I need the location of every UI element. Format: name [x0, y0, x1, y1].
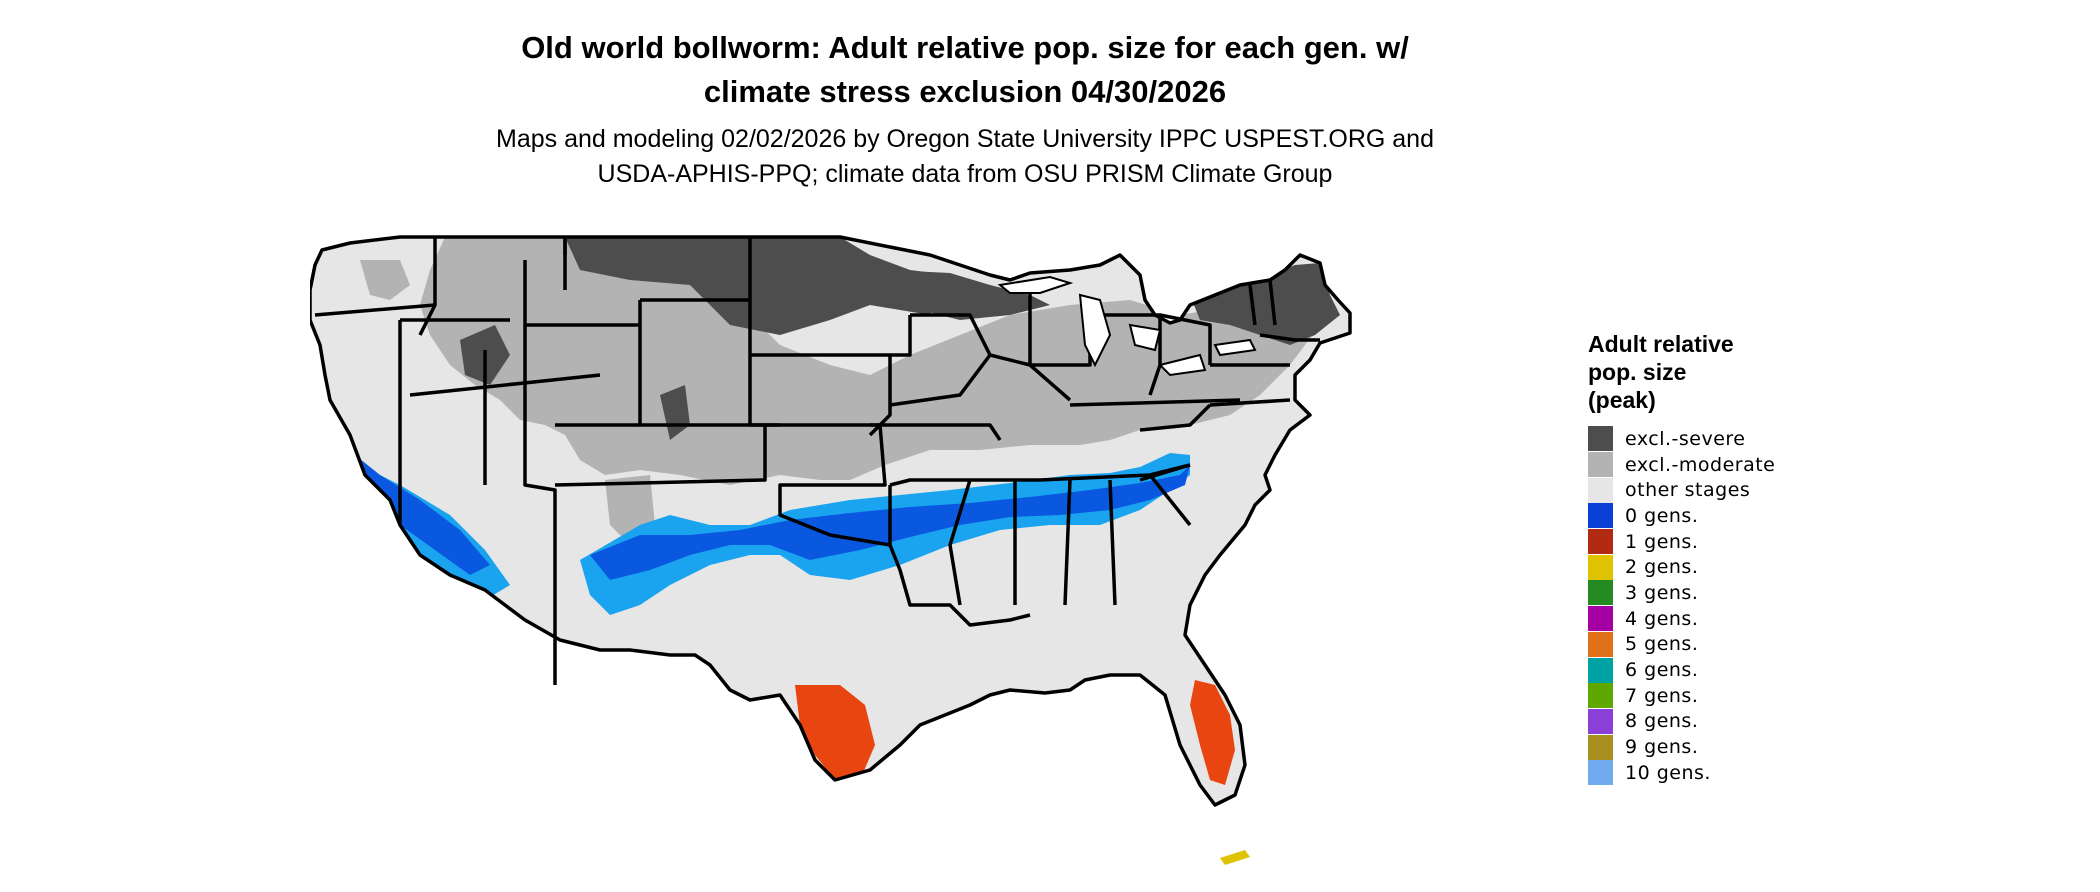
legend-item: 8 gens.	[1588, 708, 1828, 735]
legend-label: 9 gens.	[1625, 736, 1699, 759]
florida-keys-area	[1220, 850, 1250, 865]
map-title: Old world bollworm: Adult relative pop. …	[521, 30, 1409, 109]
legend-swatch	[1588, 554, 1613, 580]
legend-label: 4 gens.	[1625, 607, 1699, 630]
legend-item: 2 gens.	[1588, 554, 1828, 580]
legend-label: 10 gens.	[1625, 761, 1711, 784]
legend-label: 8 gens.	[1625, 710, 1699, 733]
legend-item: 0 gens.	[1588, 503, 1828, 529]
legend-swatch	[1588, 760, 1613, 786]
legend-swatch	[1588, 683, 1613, 709]
legend-title: Adult relative pop. size (peak)	[1588, 331, 1734, 413]
legend-swatch	[1588, 477, 1613, 503]
legend-swatch	[1588, 708, 1613, 734]
legend-item: other stages	[1588, 477, 1828, 503]
map-subtitle: Maps and modeling 02/02/2026 by Oregon S…	[496, 125, 1434, 188]
legend-item: 6 gens.	[1588, 657, 1828, 683]
legend-swatch	[1588, 580, 1613, 606]
legend-label: 6 gens.	[1625, 659, 1699, 682]
legend-label: 2 gens.	[1625, 556, 1699, 579]
legend-item: excl.-severe	[1588, 426, 1828, 452]
legend-label: 1 gens.	[1625, 530, 1699, 553]
legend-swatch	[1588, 606, 1613, 632]
legend-label: excl.-severe	[1625, 427, 1746, 450]
legend-item: 3 gens.	[1588, 580, 1828, 606]
legend-label: excl.-moderate	[1625, 453, 1776, 476]
great-lakes	[997, 275, 1257, 377]
map-fill-layers	[310, 237, 1350, 805]
legend-swatch	[1588, 452, 1613, 478]
legend-swatch	[1588, 426, 1613, 452]
legend-swatch	[1588, 657, 1613, 683]
legend-label: 7 gens.	[1625, 684, 1699, 707]
legend-swatch	[1588, 631, 1613, 657]
legend: Adult relative pop. size (peak) excl.-se…	[1588, 330, 1828, 786]
legend-swatch	[1588, 503, 1613, 529]
legend-label: 5 gens.	[1625, 633, 1699, 656]
legend-item: 1 gens.	[1588, 529, 1828, 555]
legend-item: excl.-moderate	[1588, 452, 1828, 478]
legend-label: other stages	[1625, 479, 1751, 502]
state-borders	[310, 235, 1352, 807]
excl-severe-areas	[460, 237, 1340, 440]
legend-item: 5 gens.	[1588, 631, 1828, 658]
legend-swatch	[1588, 529, 1613, 555]
legend-item: 4 gens.	[1588, 606, 1828, 632]
us-map	[310, 235, 1352, 865]
legend-label: 3 gens.	[1625, 581, 1699, 604]
legend-item: 7 gens.	[1588, 683, 1828, 709]
legend-item: 9 gens.	[1588, 734, 1828, 760]
legend-list: excl.-severe excl.-moderate other stages 0 …	[1588, 426, 1828, 786]
legend-item: 10 gens.	[1588, 760, 1828, 786]
legend-label: 0 gens.	[1625, 504, 1699, 527]
legend-swatch	[1588, 734, 1613, 760]
